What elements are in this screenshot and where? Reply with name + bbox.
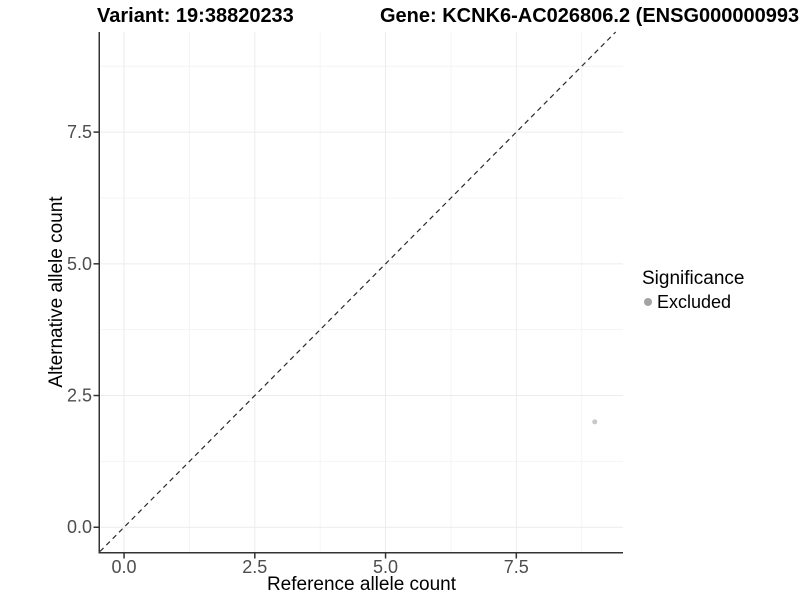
x-tick-label: 0.0 [112, 557, 137, 577]
gene-title: Gene: KCNK6-AC026806.2 (ENSG000000993 [380, 5, 800, 27]
identity-line [99, 31, 617, 552]
legend-title: Significance [642, 268, 745, 289]
x-axis-title: Reference allele count [266, 574, 457, 595]
y-tick-label: 7.5 [67, 122, 92, 142]
legend: Significance Excluded [640, 268, 744, 312]
y-tick-label: 2.5 [67, 386, 92, 406]
y-tick-label: 5.0 [67, 254, 92, 274]
x-tick-label: 5.0 [373, 557, 398, 577]
data-point [592, 419, 598, 425]
x-tick-label: 7.5 [504, 557, 529, 577]
legend-point-icon [644, 298, 652, 306]
x-tick-label: 2.5 [242, 557, 267, 577]
variant-title: Variant: 19:38820233 [97, 5, 294, 27]
y-tick-label: 0.0 [67, 517, 92, 537]
y-axis-title: Alternative allele count [46, 196, 67, 388]
legend-entry: Excluded [640, 292, 744, 312]
legend-entry-label: Excluded [657, 291, 732, 312]
